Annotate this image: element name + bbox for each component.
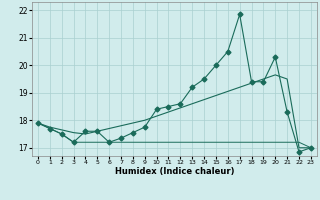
X-axis label: Humidex (Indice chaleur): Humidex (Indice chaleur) [115,167,234,176]
